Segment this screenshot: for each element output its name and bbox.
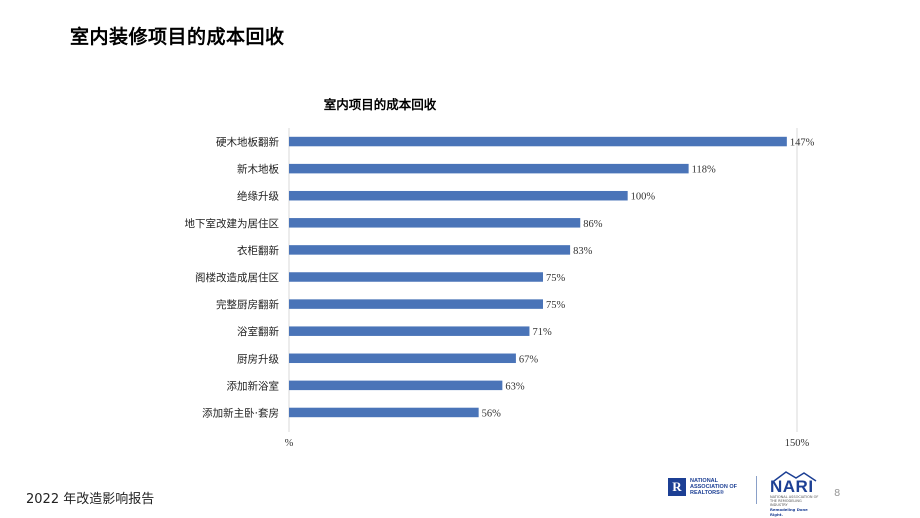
logo-divider: [756, 476, 757, 504]
bar-3: [289, 218, 581, 228]
bar-8: [289, 353, 516, 364]
bar-5: [289, 272, 543, 282]
data-label: 75%: [546, 300, 566, 311]
realtors-r-icon: R: [668, 478, 686, 497]
x-tick-label-min: %: [285, 438, 294, 449]
bar-7: [289, 326, 530, 336]
bar-0: [289, 136, 787, 147]
realtors-logo: R NATIONAL ASSOCIATION OF REALTORS®: [668, 478, 737, 497]
category-label: 阁楼改造成居住区: [195, 271, 279, 284]
data-label: 67%: [519, 354, 539, 365]
category-label: 绝缘升级: [237, 190, 279, 203]
realtors-logo-text: NATIONAL ASSOCIATION OF REALTORS®: [690, 478, 737, 497]
nari-logo: NARI NATIONAL ASSOCIATION OF THE REMODEL…: [770, 470, 820, 517]
bar-4: [289, 245, 571, 255]
bar-10: [289, 407, 479, 418]
report-footer: 2022 年改造影响报告: [26, 492, 155, 507]
data-label: 71%: [532, 327, 552, 338]
data-label: 100%: [631, 192, 656, 203]
data-label: 56%: [482, 408, 502, 419]
data-label: 75%: [546, 273, 566, 284]
category-label: 新木地板: [237, 163, 279, 176]
category-label: 添加新主卧·套房: [202, 406, 279, 419]
data-label: 147%: [790, 138, 815, 149]
slide-title: 室内装修项目的成本回收: [70, 26, 285, 48]
category-label: 完整厨房翻新: [216, 298, 279, 311]
category-label: 地下室改建为居住区: [185, 217, 280, 230]
category-label: 硬木地板翻新: [216, 136, 279, 149]
house-roof-icon: [773, 471, 817, 482]
bar-2: [289, 190, 628, 201]
bar-9: [289, 380, 503, 391]
category-label: 厨房升级: [237, 352, 279, 365]
category-label: 衣柜翻新: [237, 244, 279, 257]
page-number: 8: [834, 488, 841, 499]
data-label: 63%: [505, 381, 525, 392]
data-label: 118%: [692, 165, 716, 176]
chart-title: 室内项目的成本回收: [323, 97, 437, 112]
data-label: 83%: [573, 246, 593, 257]
category-label: 添加新浴室: [227, 379, 280, 392]
data-label: 86%: [583, 219, 603, 230]
x-tick-label-max: 150%: [785, 438, 810, 449]
category-label: 浴室翻新: [237, 325, 279, 338]
bar-1: [289, 163, 689, 174]
bar-6: [289, 299, 543, 309]
